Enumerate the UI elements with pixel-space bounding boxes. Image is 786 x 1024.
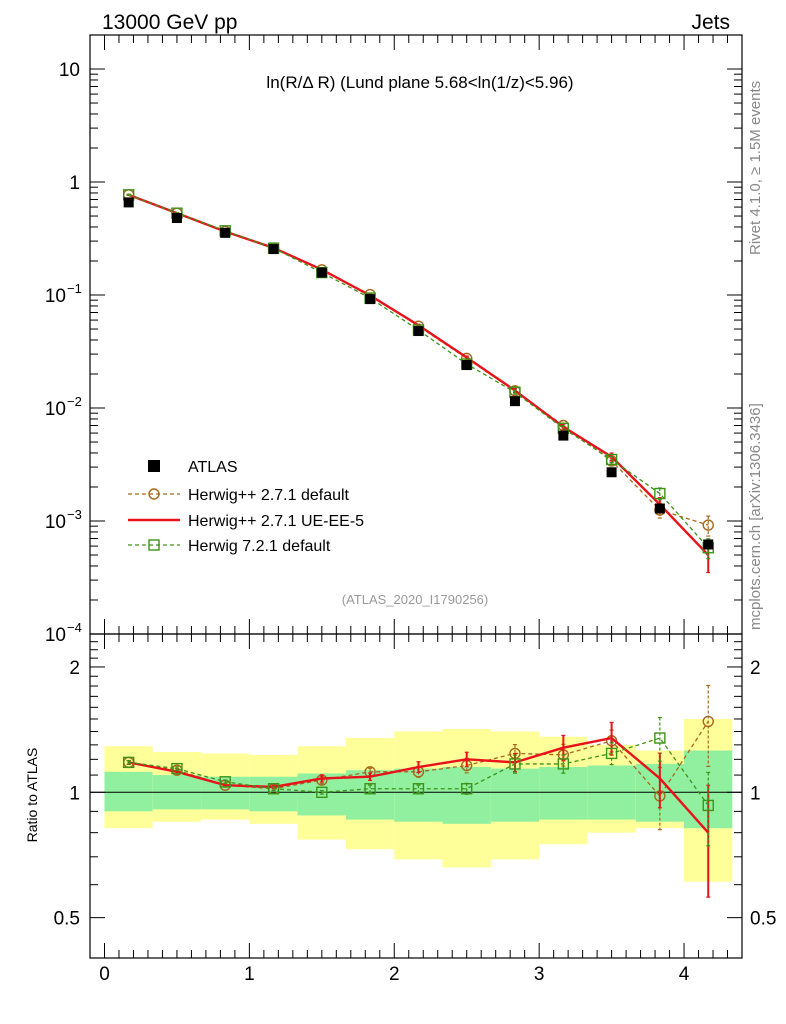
ratio-y-tick-label: 1 [69, 783, 80, 804]
main-y-tick-label: 10 [59, 60, 80, 81]
main-y-tick-label: 10 [45, 399, 66, 420]
ratio-herwig-7-2-1-default-point [509, 758, 521, 770]
ratio-x-tick-label: 1 [244, 964, 255, 985]
atlas-data-point [558, 430, 569, 441]
main-y-tick-exponent: −3 [67, 507, 82, 522]
ratio-herwig-7-2-1-default-point [171, 762, 183, 775]
ratio-x-tick-label: 0 [99, 964, 110, 985]
atlas-data-point [509, 396, 520, 407]
atlas-data-point [316, 267, 327, 278]
ratio-herwig-7-2-1-default-point [316, 786, 328, 799]
ratio-herwig-2-7-1-default-point [702, 715, 714, 728]
ratio-y-tick-label-right: 0.5 [750, 909, 776, 930]
ratio-y-tick-label: 0.5 [54, 909, 80, 930]
legend-marker [148, 539, 160, 551]
ratio-y-tick-label: 2 [69, 658, 80, 679]
mcplots-label: mcplots.cern.ch [arXiv:1306.3436] [747, 403, 764, 630]
main-herwig-7-2-1-default-point [654, 487, 666, 500]
ratio-x-tick-label: 3 [534, 964, 545, 985]
main-herwig-2-7-1-default-point [702, 519, 714, 531]
ratio-herwig-7-2-1-default-point [219, 776, 231, 788]
atlas-data-point [268, 244, 279, 255]
ratio-herwig-7-2-1-default-point [412, 783, 425, 795]
atlas-data-point [220, 227, 231, 238]
ratio-y-tick-label-right: 1 [750, 783, 761, 804]
ratio-band-inner [490, 768, 540, 822]
ratio-herwig-7-2-1-default-point [605, 747, 618, 760]
ratio-herwig-7-2-1-default-point [557, 758, 570, 770]
main-y-tick-label: 10 [45, 286, 66, 307]
ratio-herwig-7-2-1-default-point [461, 783, 473, 795]
main-herwig-7-2-1-default-point [605, 453, 618, 466]
main-y-tick-exponent: −4 [67, 620, 82, 635]
analysis-tag: (ATLAS_2020_I1790256) [342, 592, 488, 607]
ratio-herwig-7-2-1-default-point [654, 732, 666, 744]
main-y-tick-exponent: −1 [67, 281, 82, 296]
ratio-herwig-7-2-1-default-point [122, 756, 135, 769]
legend-label: Herwig++ 2.7.1 UE-EE-5 [188, 513, 364, 530]
main-y-tick-label: 10 [45, 512, 66, 533]
ratio-x-tick-label: 2 [389, 964, 400, 985]
legend-atlas-marker [148, 460, 160, 472]
ratio-herwig-7-2-1-default-point [364, 783, 376, 795]
legend: ATLAS Herwig++ 2.7.1 default Herwig++ 2.7.… [128, 459, 364, 555]
ratio-frame [89, 633, 743, 959]
legend-label: ATLAS [188, 459, 238, 476]
atlas-data-point [461, 360, 472, 371]
ratio-ylabel: Ratio to ATLAS [24, 748, 40, 843]
main-y-tick-exponent: −2 [67, 394, 82, 409]
ratio-x-tick-label: 4 [679, 964, 690, 985]
ratio-y-tick-label-right: 2 [750, 658, 761, 679]
plot-title: ln(R/Δ R) (Lund plane 5.68<ln(1/z)<5.96) [266, 73, 573, 92]
energy-label: 13000 GeV pp [102, 11, 237, 34]
legend-marker [148, 488, 160, 500]
ratio-band-inner [104, 771, 153, 812]
legend-label: Herwig++ 2.7.1 default [188, 487, 350, 504]
ratio-herwig-7-2-1-default-point [267, 783, 280, 795]
category-label: Jets [691, 11, 730, 34]
atlas-data-point [606, 467, 617, 478]
atlas-data-point [365, 294, 376, 305]
atlas-data-point [703, 539, 714, 550]
main-y-tick-label: 1 [69, 173, 80, 194]
atlas-data-point [123, 197, 134, 208]
atlas-data-point [413, 326, 424, 337]
main-y-tick-label: 10 [45, 625, 66, 646]
atlas-data-point [171, 213, 182, 224]
ratio-herwig-7-2-1-default-point [702, 799, 714, 812]
ratio-panel: 0 1 2 3 4 0.5 0.5 1 1 2 2 [54, 633, 776, 985]
rivet-label: Rivet 4.1.0, ≥ 1.5M events [747, 81, 764, 255]
atlas-data-point [654, 503, 665, 514]
ratio-band-inner [539, 767, 588, 820]
ratio-band-inner [442, 767, 491, 824]
legend-label: Herwig 7.2.1 default [188, 538, 331, 555]
